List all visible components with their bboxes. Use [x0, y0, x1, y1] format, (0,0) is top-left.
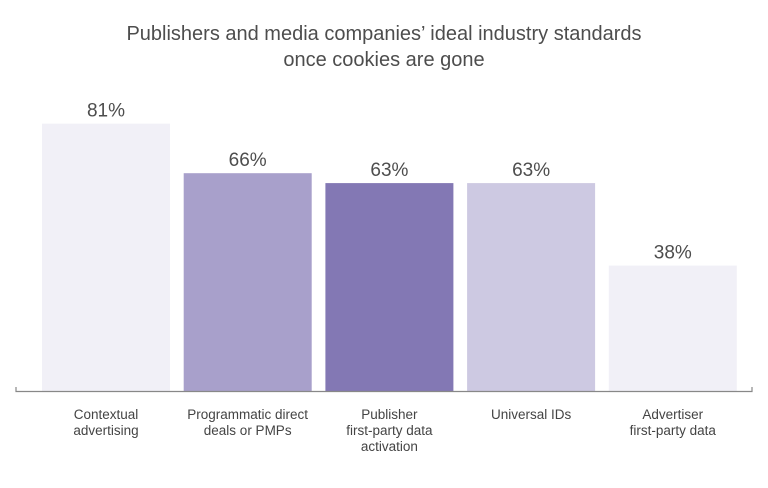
x-tick-label-2: Programmatic direct deals or PMPs — [173, 407, 323, 439]
chart-title-line-2: once cookies are gone — [283, 49, 485, 71]
x-tick-label-line: Programmatic direct — [187, 407, 309, 422]
x-tick-label-line: activation — [360, 439, 418, 454]
x-tick-label-line: Contextual — [73, 407, 139, 422]
x-tick-label-3: Publisher first-party data activation — [314, 407, 464, 455]
x-tick-label-line: advertising — [73, 423, 139, 438]
bar-2 — [183, 173, 312, 391]
x-tick-label-line: Universal IDs — [490, 407, 572, 422]
x-axis-line — [15, 387, 753, 393]
x-tick-label-5: Advertiser first-party data — [598, 407, 748, 439]
data-label-5: 38% — [654, 243, 692, 264]
chart-title-line-1: Publishers and media companies’ ideal in… — [126, 23, 642, 45]
x-tick-label-line: Advertiser — [642, 407, 704, 422]
x-tick-label-1: Contextual advertising — [31, 407, 181, 439]
x-tick-label-line: deals or PMPs — [203, 423, 292, 438]
bar-5 — [608, 265, 737, 391]
x-tick-label-4: Universal IDs — [456, 407, 606, 423]
data-label-2: 66% — [229, 150, 267, 171]
bar-4 — [467, 183, 596, 391]
bar-3 — [325, 183, 454, 391]
x-tick-label-line: first-party data — [346, 423, 433, 438]
x-tick-label-line: Publisher — [361, 407, 418, 422]
bar-1 — [42, 123, 170, 391]
data-label-4: 63% — [512, 160, 550, 181]
data-label-3: 63% — [370, 160, 408, 181]
data-label-1: 81% — [87, 101, 125, 122]
x-tick-label-line: first-party data — [629, 423, 716, 438]
